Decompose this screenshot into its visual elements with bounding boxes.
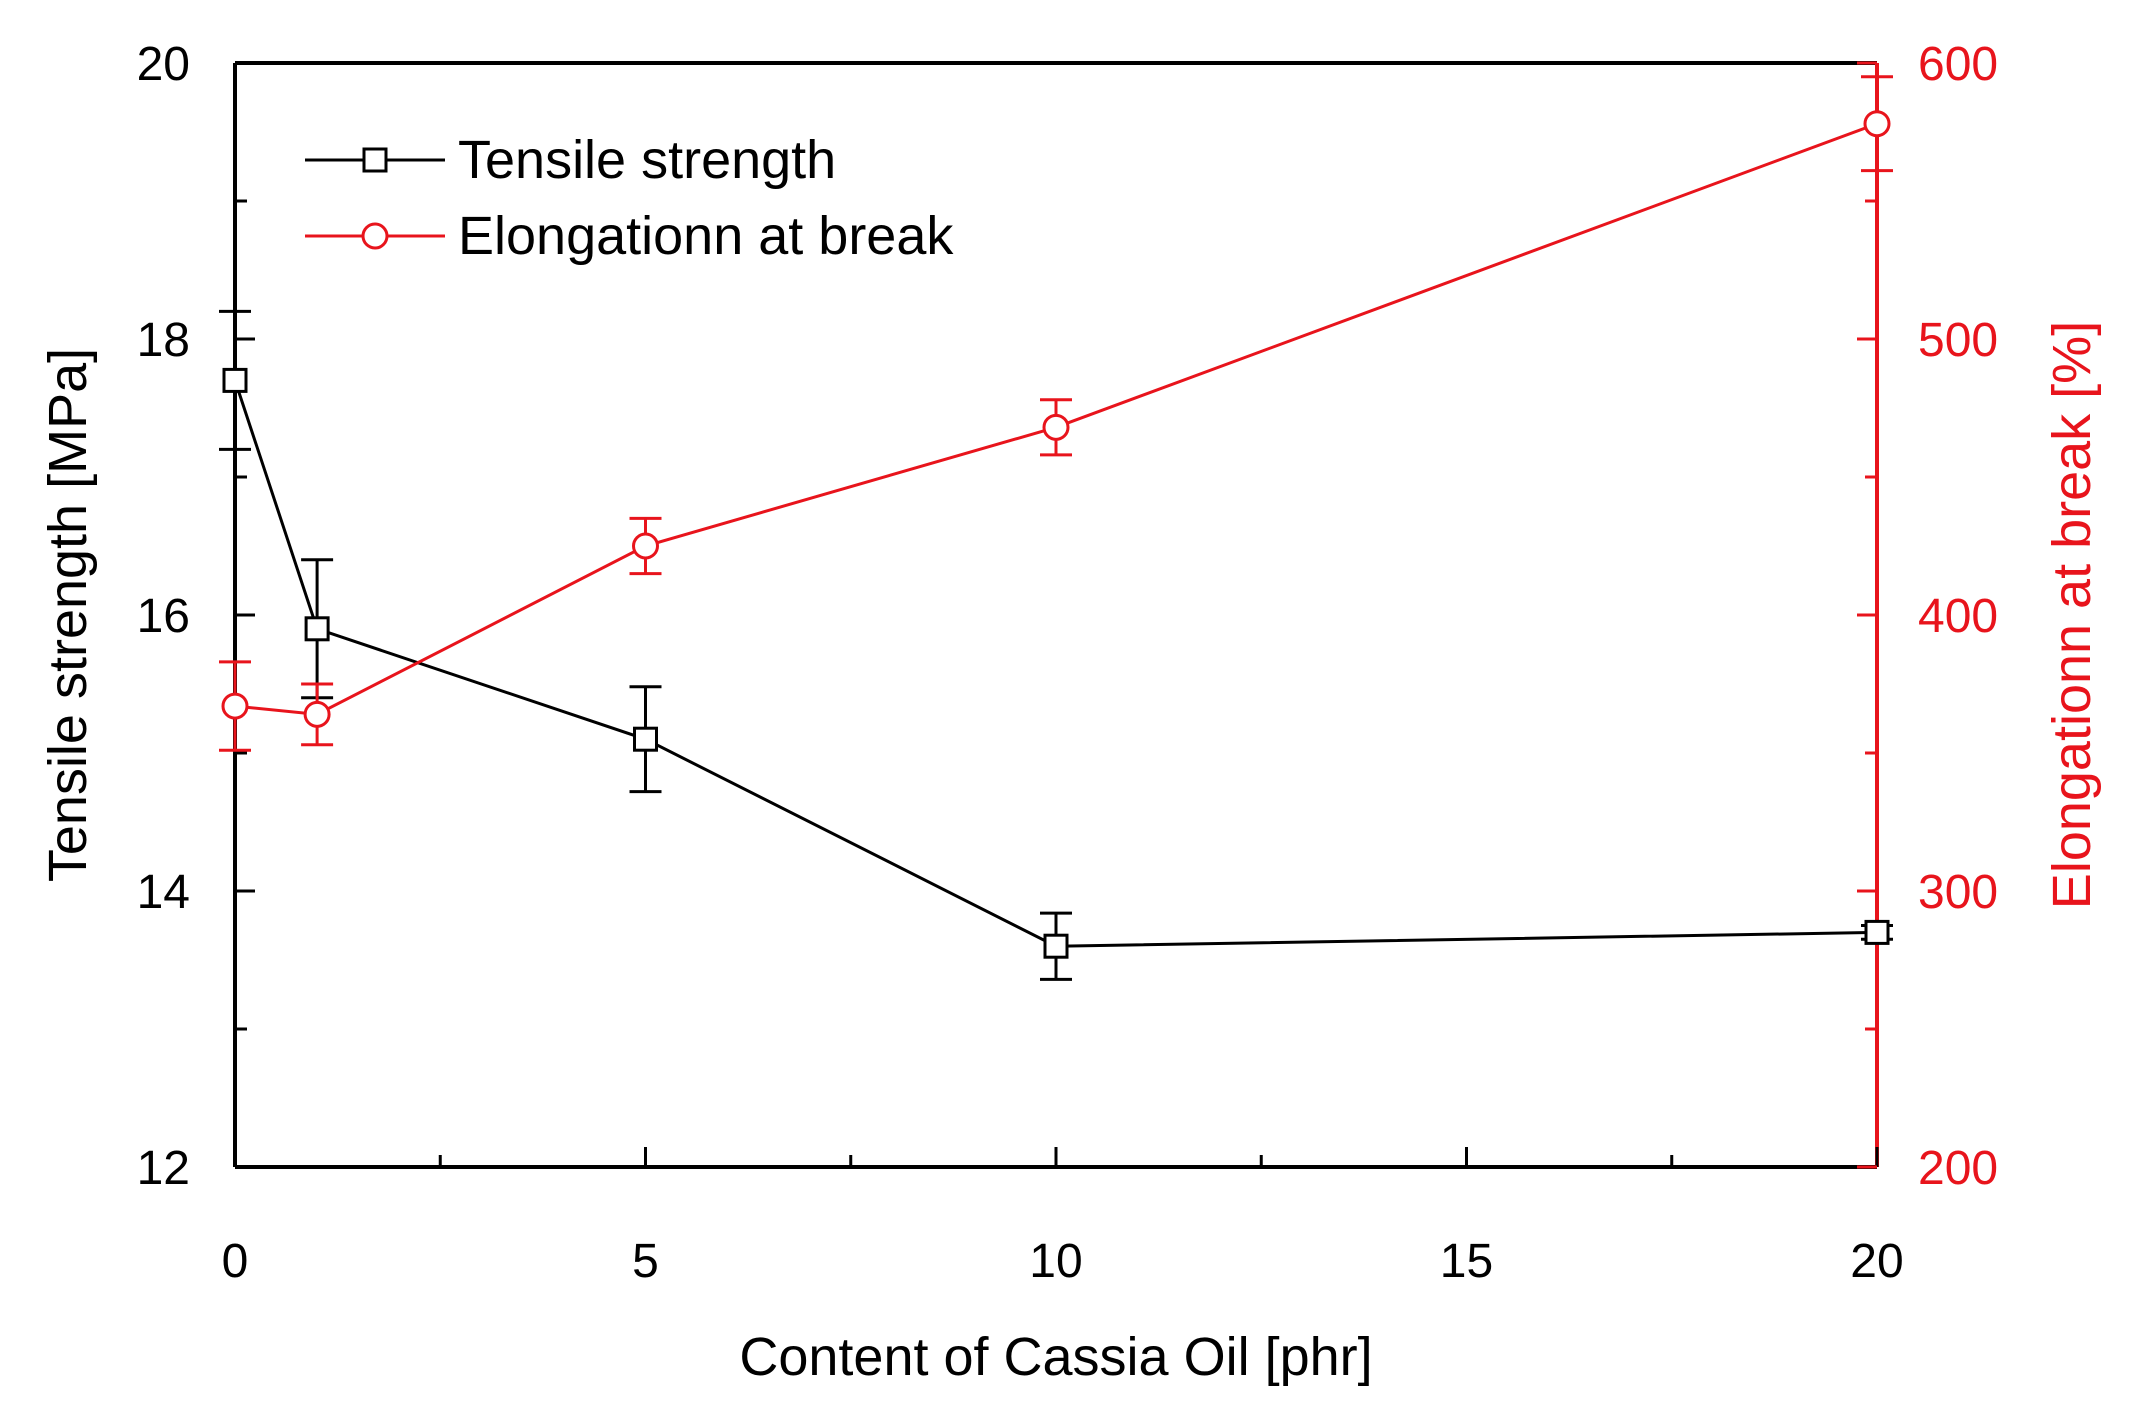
y2-tick-label: 500	[1918, 314, 1998, 367]
x-tick-label: 20	[1850, 1235, 1903, 1288]
legend: Tensile strength Elongationn at break	[305, 130, 954, 266]
data-point	[1043, 933, 1069, 959]
series-elongation-at-break	[219, 75, 1893, 752]
data-point	[222, 367, 248, 393]
y-tick-label: 14	[137, 866, 190, 919]
data-point	[303, 700, 331, 728]
legend-label-elongation: Elongationn at break	[458, 206, 954, 266]
series-tensile-strength	[219, 309, 1893, 981]
y2-tick-label: 400	[1918, 590, 1998, 643]
y-tick-label: 12	[137, 1142, 190, 1195]
x-tick-label: 5	[632, 1235, 659, 1288]
y2-tick-label: 200	[1918, 1142, 1998, 1195]
y2-tick-label: 300	[1918, 866, 1998, 919]
legend-marker-circle-icon	[361, 222, 389, 250]
data-point	[1863, 110, 1891, 138]
y-axis-title: Tensile strength [MPa]	[38, 348, 98, 882]
data-point	[633, 726, 658, 752]
x-tick-label: 10	[1029, 1235, 1082, 1288]
x-tick-label: 15	[1440, 1235, 1493, 1288]
ticks-layer: 0 5 10 15 20 12 14 16 18 20 200 300 400 500 600	[137, 38, 1998, 1288]
data-point	[632, 532, 659, 560]
y-tick-label: 20	[137, 38, 190, 91]
legend-marker-square-icon	[362, 147, 388, 173]
data-point	[1864, 919, 1890, 945]
data-point	[1042, 413, 1070, 441]
y2-axis-title: Elongationn at break [%]	[2042, 321, 2102, 909]
y2-tick-label: 600	[1918, 38, 1998, 91]
series-layer	[219, 75, 1893, 981]
x-axis-title: Content of Cassia Oil [phr]	[739, 1327, 1372, 1387]
series-line	[233, 379, 1878, 948]
y-tick-label: 16	[137, 590, 190, 643]
data-point	[221, 692, 249, 720]
x-tick-label: 0	[222, 1235, 249, 1288]
y-tick-label: 18	[137, 314, 190, 367]
data-point	[304, 616, 330, 642]
legend-label-tensile: Tensile strength	[458, 130, 836, 190]
